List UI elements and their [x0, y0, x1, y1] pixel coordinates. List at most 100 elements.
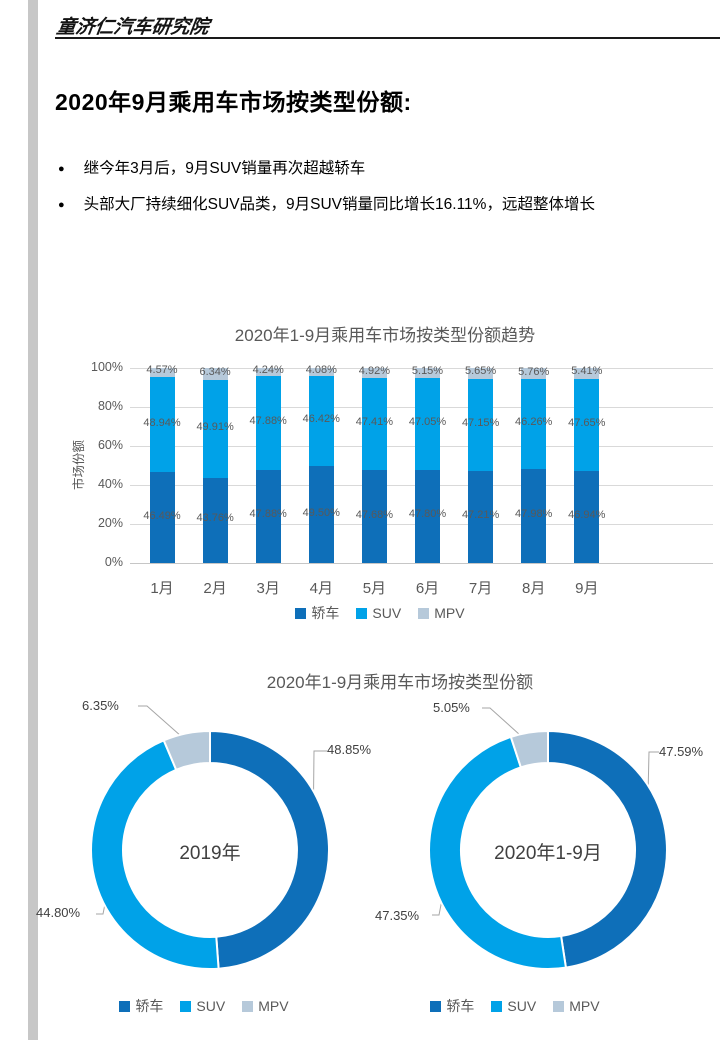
bar-value-label: 47.41%	[355, 415, 394, 428]
legend-item: 轿车	[295, 603, 339, 623]
bar-value-label: 6.34%	[199, 366, 231, 379]
y-tick-label: 20%	[97, 516, 123, 530]
legend-chip-icon	[430, 1000, 442, 1012]
legend-item: SUV	[180, 998, 225, 1014]
donut-value-label: 48.85%	[327, 742, 372, 757]
bar-value-label: 46.94%	[568, 509, 606, 522]
bar-value-label: 4.57%	[146, 364, 178, 377]
bar-segment-SUV	[415, 378, 440, 470]
legend-label: SUV	[372, 605, 402, 621]
bar-value-label: 49.50%	[302, 506, 340, 519]
bar-segment-MPV	[574, 368, 600, 379]
bar-segment-MPV	[255, 368, 281, 377]
legend-chip-icon	[180, 1000, 192, 1012]
bar-value-label: 47.15%	[461, 416, 500, 429]
x-tick-label: 3月	[256, 580, 280, 597]
bar-value-label: 48.94%	[143, 416, 181, 429]
bullet-icon: ●	[58, 199, 65, 211]
bar-segment-轿车	[255, 469, 281, 563]
bar-segment-轿车	[149, 472, 175, 563]
gridline	[130, 524, 713, 525]
legend-chip-icon	[242, 1000, 254, 1012]
bullet-item: ● 继今年3月后，9月SUV销量再次超越轿车	[58, 158, 698, 194]
bar-value-label: 46.26%	[515, 416, 553, 429]
bar-segment-SUV	[574, 378, 600, 472]
bar-segment-SUV	[361, 377, 387, 470]
x-tick-label: 7月	[468, 580, 493, 597]
donut-slice-SUV	[90, 739, 220, 970]
leader-line	[646, 751, 659, 839]
bar-segment-MPV	[202, 367, 228, 381]
bar-value-label: 47.98%	[515, 508, 553, 521]
x-tick-label: 5月	[362, 580, 387, 597]
x-tick-label: 9月	[575, 580, 599, 597]
brand-logo-text: 童济仁汽车研究院	[55, 17, 211, 38]
legend-label: 轿车	[311, 605, 340, 621]
bar-segment-轿车	[468, 470, 494, 563]
leader-line	[138, 705, 191, 745]
donut-value-label: 44.80%	[36, 905, 81, 920]
header-rule	[55, 37, 720, 39]
donut-value-label: 6.35%	[82, 698, 119, 713]
left-margin-strip	[28, 0, 38, 1040]
bullet-icon: ●	[58, 163, 65, 175]
bar-value-label: 47.68%	[355, 508, 394, 521]
x-tick-label: 1月	[150, 580, 174, 597]
gridline	[130, 485, 713, 486]
gridline	[130, 563, 713, 564]
legend-item: MPV	[418, 605, 465, 621]
legend-item: MPV	[242, 998, 289, 1014]
bar-value-label: 4.24%	[252, 364, 284, 377]
y-tick-label: 0%	[104, 555, 123, 569]
legend-item: SUV	[491, 998, 536, 1014]
legend-chip-icon	[491, 1000, 503, 1012]
leader-line	[482, 707, 531, 745]
bar-segment-轿车	[415, 469, 440, 563]
donut-chart	[90, 729, 331, 970]
bar-segment-MPV	[149, 368, 175, 377]
bullet-item: ● 头部大厂持续细化SUV品类，9月SUV销量同比增长16.11%，远超整体增长	[58, 194, 698, 230]
bar-value-label: 46.42%	[302, 413, 340, 426]
gridline	[130, 368, 713, 369]
legend-item: MPV	[553, 998, 600, 1014]
donut-value-label: 47.35%	[375, 908, 420, 923]
bar-value-label: 5.65%	[464, 365, 497, 378]
bar-segment-MPV	[415, 368, 440, 379]
bar-value-label: 47.21%	[461, 508, 500, 521]
donut-center-label: 2020年1-9月	[494, 843, 602, 864]
leader-line	[432, 873, 448, 916]
bar-value-label: 5.76%	[518, 365, 550, 378]
bar-value-label: 47.05%	[408, 415, 447, 428]
x-tick-label: 6月	[415, 580, 440, 597]
x-tick-label: 8月	[522, 580, 546, 597]
bullet-text: 继今年3月后，9月SUV销量再次超越轿车	[83, 160, 366, 177]
donut-center-label: 2019年	[179, 843, 241, 864]
bar-chart-title: 2020年1-9月乘用车市场按类型份额趋势	[234, 326, 536, 345]
chart-legend: 轿车 SUV MPV	[74, 996, 334, 1016]
chart-legend: 轿车 SUV MPV	[130, 603, 630, 623]
legend-label: 轿车	[135, 998, 164, 1014]
legend-chip-icon	[418, 607, 430, 619]
legend-label: MPV	[258, 998, 289, 1014]
donut-slice-轿车	[547, 729, 668, 969]
legend-item: 轿车	[119, 996, 163, 1016]
bar-segment-MPV	[521, 368, 547, 380]
y-axis-label: 市场份额	[72, 440, 86, 491]
bar-segment-SUV	[521, 379, 547, 470]
bar-segment-MPV	[468, 367, 494, 379]
legend-label: SUV	[507, 998, 537, 1014]
y-tick-label: 100%	[91, 360, 123, 374]
chart-legend: 轿车 SUV MPV	[385, 996, 645, 1016]
bullet-text: 头部大厂持续细化SUV品类，9月SUV销量同比增长16.11%，远超整体增长	[83, 196, 595, 213]
legend-label: MPV	[569, 998, 600, 1014]
leader-line	[312, 750, 327, 844]
legend-label: MPV	[434, 605, 465, 621]
page-title: 2020年9月乘用车市场按类型份额:	[55, 89, 412, 115]
bar-segment-SUV	[308, 375, 334, 467]
legend-chip-icon	[553, 1000, 565, 1012]
legend-item: SUV	[356, 605, 401, 621]
